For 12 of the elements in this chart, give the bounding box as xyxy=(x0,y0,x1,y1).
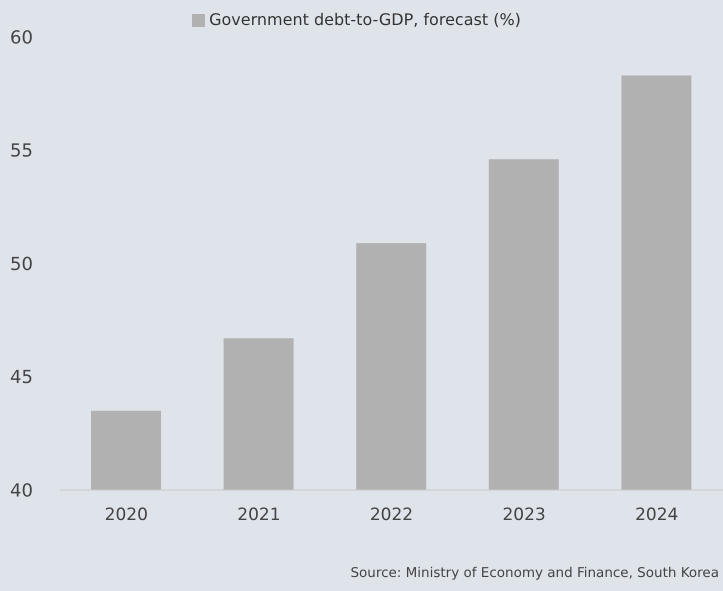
y-tick-label: 45 xyxy=(10,367,33,388)
y-tick-label: 40 xyxy=(10,480,33,502)
x-tick-label: 2021 xyxy=(237,505,281,526)
x-tick-label: 2024 xyxy=(635,505,678,526)
source-note: Source: Ministry of Economy and Finance, South Korea xyxy=(350,565,719,581)
legend-label: Government debt-to-GDP, forecast (%) xyxy=(209,10,521,29)
y-tick-label: 50 xyxy=(10,254,33,275)
x-tick-label: 2020 xyxy=(104,505,148,526)
y-tick-label: 60 xyxy=(10,27,33,48)
y-tick-label: 55 xyxy=(10,140,33,162)
x-tick-label: 2022 xyxy=(370,505,414,526)
x-tick-label: 2023 xyxy=(502,505,546,526)
